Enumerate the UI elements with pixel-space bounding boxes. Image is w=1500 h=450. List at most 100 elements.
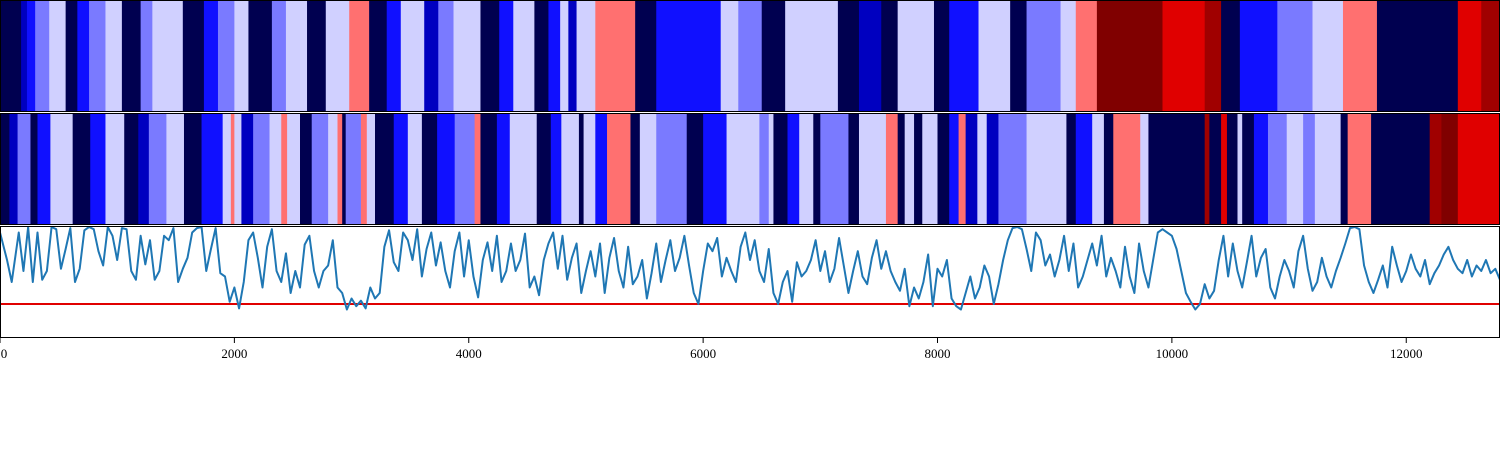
lower-strip-segment — [1242, 114, 1255, 224]
lower-strip-segment — [773, 114, 788, 224]
upper-strip-segment — [785, 1, 839, 111]
lower-strip-segment — [536, 114, 552, 224]
upper-strip-segment — [1221, 1, 1241, 111]
lower-strip-segment — [342, 114, 347, 224]
upper-strip-segment — [438, 1, 454, 111]
line-panel — [0, 226, 1500, 338]
lower-strip-segment — [366, 114, 376, 224]
lower-strip-segment — [813, 114, 821, 224]
x-tick-label: 4000 — [456, 346, 482, 361]
upper-strip-segment — [978, 1, 1011, 111]
upper-strip-segment — [271, 1, 287, 111]
lower-strip-segment — [1417, 114, 1431, 224]
lower-strip-segment — [9, 114, 18, 224]
upper-strip-segment — [307, 1, 327, 111]
lower-strip-segment — [0, 114, 10, 224]
lower-strip-segment — [759, 114, 770, 224]
lower-strip-segment — [1092, 114, 1105, 224]
lower-strip-segment — [375, 114, 395, 224]
lower-strip-segment — [50, 114, 74, 224]
upper-strip-segment — [1376, 1, 1459, 111]
upper-strip-segment — [26, 1, 36, 111]
upper-strip-segment — [897, 1, 935, 111]
lower-strip-segment — [480, 114, 498, 224]
lower-strip-segment — [1314, 114, 1342, 224]
lower-strip-segment — [1347, 114, 1372, 224]
upper-strip-segment — [1010, 1, 1027, 111]
lower-strip-segment — [166, 114, 185, 224]
series-line — [0, 226, 1500, 311]
lower-strip-segment — [583, 114, 596, 224]
upper-strip-segment — [576, 1, 596, 111]
lower-strip-segment — [639, 114, 657, 224]
lower-strip-segment — [703, 114, 727, 224]
upper-strip-segment — [1342, 1, 1378, 111]
upper-strip-segment — [77, 1, 90, 111]
lower-strip-segment — [1066, 114, 1077, 224]
lower-strip-segment — [337, 114, 343, 224]
line-panel-background — [0, 226, 1500, 338]
lower-strip-segment — [1340, 114, 1349, 224]
lower-strip-segment — [1253, 114, 1269, 224]
upper-strip-segment — [595, 1, 636, 111]
lower-strip-segment — [726, 114, 760, 224]
lower-strip-segment — [561, 114, 580, 224]
lower-strip-segment — [253, 114, 270, 224]
lower-strip-segment — [281, 114, 288, 224]
upper-strip-segment — [121, 1, 142, 111]
lower-strip-segment — [607, 114, 631, 224]
upper-strip-segment — [534, 1, 549, 111]
lower-strip-segment — [656, 114, 688, 224]
lower-strip-segment — [201, 114, 224, 224]
lower-strip-segment — [578, 114, 584, 224]
lower-strip-segment — [958, 114, 967, 224]
lower-strip-segment — [885, 114, 899, 224]
lower-strip-segment — [1226, 114, 1238, 224]
lower-strip-segment — [230, 114, 235, 224]
lower-strip-segment — [1075, 114, 1093, 224]
lower-strip-segment — [300, 114, 313, 224]
lower-strip-segment — [1140, 114, 1149, 224]
upper-strip-segment — [1239, 1, 1278, 111]
upper-strip-segment — [1481, 1, 1500, 111]
upper-strip-segment — [761, 1, 786, 111]
upper-strip-segment — [1457, 1, 1482, 111]
lower-strip-segment — [1303, 114, 1316, 224]
x-tick-label: 10000 — [1156, 346, 1189, 361]
upper-strip-segment — [656, 1, 722, 111]
upper-strip-segment — [1312, 1, 1344, 111]
lower-strip-segment — [799, 114, 814, 224]
lower-strip-segment — [269, 114, 282, 224]
upper-strip-segment — [881, 1, 899, 111]
lower-strip-segment — [986, 114, 999, 224]
upper-strip-segment — [949, 1, 979, 111]
lower-strip-segment — [550, 114, 562, 224]
upper-strip-segment — [400, 1, 425, 111]
upper-strip-segment — [635, 1, 657, 111]
lower-strip-segment — [686, 114, 704, 224]
upper-strip-segment — [325, 1, 350, 111]
upper-strip-segment — [285, 1, 308, 111]
lower-strip-segment — [474, 114, 481, 224]
lower-strip-segment — [30, 114, 38, 224]
upper-strip-segment — [0, 1, 22, 111]
lower-strip-segment — [1388, 114, 1419, 224]
lower-strip-segment — [1457, 114, 1500, 224]
upper-strip-segment — [203, 1, 219, 111]
upper-strip-segment — [480, 1, 500, 111]
lower-strip-segment — [72, 114, 91, 224]
lower-strip-segment — [407, 114, 423, 224]
lower-strip-segment — [904, 114, 915, 224]
lower-strip-segment — [90, 114, 106, 224]
upper-strip-segment — [933, 1, 950, 111]
upper-strip-segment — [140, 1, 153, 111]
lower-strip-segment — [1103, 114, 1114, 224]
upper-heatmap-strip — [0, 1, 1500, 111]
lower-strip-segment — [138, 114, 150, 224]
lower-strip-segment — [311, 114, 329, 224]
lower-strip-segment — [37, 114, 51, 224]
lower-strip-segment — [820, 114, 849, 224]
lower-strip-segment — [105, 114, 125, 224]
upper-strip-segment — [49, 1, 67, 111]
lower-strip-segment — [437, 114, 456, 224]
